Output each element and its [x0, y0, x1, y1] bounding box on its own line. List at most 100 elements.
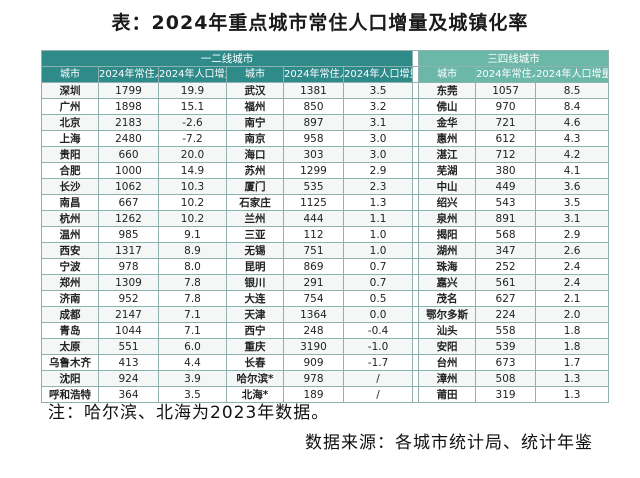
- city-cell: 石家庄: [226, 194, 284, 211]
- increase-cell: 4.1: [535, 162, 610, 179]
- city-cell: 沈阳: [41, 370, 99, 387]
- table-body: 深圳 1799 19.9 武汉 1381 3.5 东莞 1057 8.5 广州 1898 15.1 福州…: [41, 82, 610, 403]
- population-cell: 612: [475, 130, 537, 147]
- city-cell: 青岛: [41, 322, 99, 339]
- population-cell: 712: [475, 146, 537, 163]
- increase-cell: 3.5: [342, 82, 414, 99]
- increase-cell: 4.4: [158, 354, 227, 371]
- city-cell: 合肥: [41, 162, 99, 179]
- population-cell: 291: [283, 274, 344, 291]
- increase-cell: 9.1: [158, 226, 227, 243]
- city-cell: 广州: [41, 98, 99, 115]
- increase-cell: 1.7: [535, 354, 610, 371]
- table-row: 北京 2183 -2.6 南宁 897 3.1 金华 721 4.6: [41, 114, 610, 131]
- increase-cell: 1.3: [535, 370, 610, 387]
- population-cell: 952: [98, 290, 159, 307]
- increase-cell: 0.7: [342, 274, 414, 291]
- city-cell: 南宁: [226, 114, 284, 131]
- population-cell: 978: [98, 258, 159, 275]
- increase-cell: 8.5: [535, 82, 610, 99]
- table-row: 南昌 667 10.2 石家庄 1125 1.3 绍兴 543 3.5: [41, 194, 610, 211]
- increase-cell: 14.9: [158, 162, 227, 179]
- city-cell: 安阳: [418, 338, 477, 355]
- population-cell: 924: [98, 370, 159, 387]
- population-cell: 1262: [98, 210, 159, 227]
- increase-cell: 7.1: [158, 322, 227, 339]
- col-header-city: 城市: [226, 66, 284, 83]
- population-cell: 660: [98, 146, 159, 163]
- population-cell: 1309: [98, 274, 159, 291]
- footnote: 注：哈尔滨、北海为2023年数据。: [48, 403, 330, 423]
- population-cell: 1898: [98, 98, 159, 115]
- population-cell: 303: [283, 146, 344, 163]
- increase-cell: 3.6: [535, 178, 610, 195]
- city-cell: 佛山: [418, 98, 477, 115]
- increase-cell: 3.9: [158, 370, 227, 387]
- increase-cell: 2.1: [535, 290, 610, 307]
- table-row: 郑州 1309 7.8 银川 291 0.7 嘉兴 561 2.4: [41, 274, 610, 291]
- population-cell: 561: [475, 274, 537, 291]
- city-cell: 武汉: [226, 82, 284, 99]
- population-cell: 754: [283, 290, 344, 307]
- increase-cell: 1.1: [342, 210, 414, 227]
- city-cell: 海口: [226, 146, 284, 163]
- increase-cell: 7.8: [158, 274, 227, 291]
- population-cell: 2183: [98, 114, 159, 131]
- population-cell: 1799: [98, 82, 159, 99]
- increase-cell: 3.5: [158, 386, 227, 403]
- group-header-tier34: 三四线城市: [418, 50, 610, 67]
- population-cell: 1299: [283, 162, 344, 179]
- city-cell: 呼和浩特: [41, 386, 99, 403]
- population-cell: 380: [475, 162, 537, 179]
- increase-cell: /: [342, 386, 414, 403]
- increase-cell: -1.0: [342, 338, 414, 355]
- city-cell: 乌鲁木齐: [41, 354, 99, 371]
- city-cell: 上海: [41, 130, 99, 147]
- increase-cell: 2.4: [535, 274, 610, 291]
- city-cell: 金华: [418, 114, 477, 131]
- population-cell: 224: [475, 306, 537, 323]
- population-cell: 558: [475, 322, 537, 339]
- increase-cell: -2.6: [158, 114, 227, 131]
- city-cell: 济南: [41, 290, 99, 307]
- increase-cell: 2.0: [535, 306, 610, 323]
- increase-cell: 8.0: [158, 258, 227, 275]
- population-cell: 444: [283, 210, 344, 227]
- increase-cell: 10.2: [158, 210, 227, 227]
- population-cell: 539: [475, 338, 537, 355]
- population-cell: 248: [283, 322, 344, 339]
- table-row: 成都 2147 7.1 天津 1364 0.0 鄂尔多斯 224 2.0: [41, 306, 610, 323]
- population-cell: 909: [283, 354, 344, 371]
- increase-cell: 3.1: [535, 210, 610, 227]
- increase-cell: 8.4: [535, 98, 610, 115]
- increase-cell: 3.0: [342, 146, 414, 163]
- table-row: 西安 1317 8.9 无锡 751 1.0 湖州 347 2.6: [41, 242, 610, 259]
- increase-cell: -1.7: [342, 354, 414, 371]
- increase-cell: 3.5: [535, 194, 610, 211]
- city-cell: 三亚: [226, 226, 284, 243]
- increase-cell: 10.2: [158, 194, 227, 211]
- population-cell: 3190: [283, 338, 344, 355]
- city-cell: 惠州: [418, 130, 477, 147]
- population-cell: 985: [98, 226, 159, 243]
- city-cell: 芜湖: [418, 162, 477, 179]
- population-cell: 449: [475, 178, 537, 195]
- population-cell: 252: [475, 258, 537, 275]
- col-header-city: 城市: [41, 66, 99, 83]
- city-cell: 东莞: [418, 82, 477, 99]
- increase-cell: 4.6: [535, 114, 610, 131]
- city-cell: 湛江: [418, 146, 477, 163]
- population-cell: 568: [475, 226, 537, 243]
- city-cell: 台州: [418, 354, 477, 371]
- increase-cell: 4.2: [535, 146, 610, 163]
- increase-cell: 3.0: [342, 130, 414, 147]
- population-cell: 347: [475, 242, 537, 259]
- increase-cell: 15.1: [158, 98, 227, 115]
- city-cell: 哈尔滨*: [226, 370, 284, 387]
- city-cell: 茂名: [418, 290, 477, 307]
- col-header-city: 城市: [418, 66, 477, 83]
- city-cell: 北海*: [226, 386, 284, 403]
- city-cell: 厦门: [226, 178, 284, 195]
- city-cell: 成都: [41, 306, 99, 323]
- population-cell: 551: [98, 338, 159, 355]
